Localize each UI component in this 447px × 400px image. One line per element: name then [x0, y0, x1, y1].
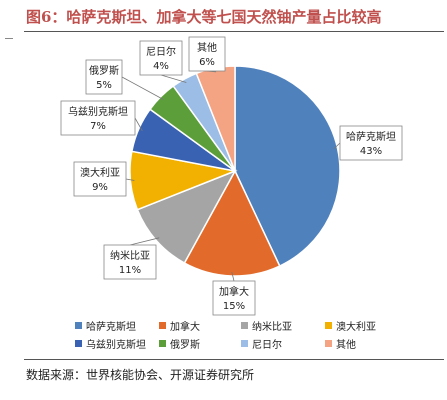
pie-slices [129, 65, 341, 277]
label-box-0 [339, 125, 403, 161]
leader-lines [121, 70, 341, 282]
slice-category-label-5: 俄罗斯 [89, 64, 119, 77]
slice-labels: 哈萨克斯坦 43% 加拿大 15% 纳米比亚 11% 澳大利亚 9% 乌兹别克斯坦 7% 俄罗斯 5%… [60, 36, 403, 316]
legend-item-4: 乌兹别克斯坦 [75, 336, 146, 351]
label-box-4 [60, 100, 136, 136]
slice-value-label-1: 15% [223, 301, 245, 312]
legend-label-6: 尼日尔 [252, 340, 282, 351]
leader-line-4 [134, 117, 143, 132]
legend-label-1: 加拿大 [170, 322, 200, 333]
legend-swatch-7 [325, 340, 332, 347]
pie-chart: 哈萨克斯坦 43% 加拿大 15% 纳米比亚 11% 澳大利亚 9% 乌兹别克斯坦 7% 俄罗斯 5%… [60, 36, 403, 316]
legend-label-0: 哈萨克斯坦 [86, 322, 136, 333]
legend-swatch-1 [159, 322, 166, 329]
slice-category-label-1: 加拿大 [219, 285, 249, 298]
leader-line-5 [121, 76, 164, 100]
slice-category-label-4: 乌兹别克斯坦 [68, 105, 128, 118]
legend-item-5: 俄罗斯 [159, 336, 200, 351]
legend-row-2: 乌兹别克斯坦 俄罗斯 尼日尔 其他 [75, 336, 445, 351]
chart-title: 图6：哈萨克斯坦、加拿大等七国天然铀产量占比较高 [26, 8, 382, 26]
legend-label-2: 纳米比亚 [252, 322, 292, 333]
label-box-2 [103, 244, 157, 280]
leader-line-6 [160, 74, 187, 83]
legend-item-2: 纳米比亚 [241, 318, 292, 333]
leader-line-2 [129, 237, 160, 246]
legend-label-5: 俄罗斯 [170, 340, 200, 351]
legend-swatch-3 [325, 322, 332, 329]
label-box-1 [212, 280, 256, 316]
slice-value-label-7: 6% [199, 57, 215, 68]
label-box-5 [85, 59, 123, 95]
legend-item-3: 澳大利亚 [325, 318, 376, 333]
slice-value-label-3: 9% [92, 182, 108, 193]
slice-category-label-3: 澳大利亚 [80, 166, 120, 179]
legend-label-4: 乌兹别克斯坦 [86, 340, 146, 351]
legend-item-1: 加拿大 [159, 318, 200, 333]
leader-line-1 [231, 271, 235, 282]
pie-slice-0 [234, 65, 341, 268]
pie-slice-1 [183, 169, 281, 277]
slice-value-label-0: 43% [360, 146, 382, 157]
slice-category-label-7: 其他 [197, 41, 217, 54]
title-divider [24, 31, 444, 32]
legend-item-0: 哈萨克斯坦 [75, 318, 136, 333]
leader-line-0 [333, 142, 341, 150]
legend-swatch-6 [241, 340, 248, 347]
pie-slice-2 [136, 169, 237, 265]
slice-category-label-0: 哈萨克斯坦 [346, 130, 396, 143]
legend-item-6: 尼日尔 [241, 336, 282, 351]
slice-value-label-2: 11% [119, 265, 141, 276]
leader-line-3 [125, 178, 135, 181]
legend-swatch-2 [241, 322, 248, 329]
legend-label-7: 其他 [336, 340, 356, 351]
legend-swatch-0 [75, 322, 82, 329]
slice-category-label-2: 纳米比亚 [110, 249, 150, 262]
margin-tick [5, 38, 13, 39]
label-box-7 [188, 36, 226, 72]
slice-value-label-5: 5% [96, 80, 112, 91]
source-divider [24, 359, 444, 360]
legend-item-7: 其他 [325, 336, 356, 351]
legend-swatch-5 [159, 340, 166, 347]
slice-category-label-6: 尼日尔 [146, 45, 176, 58]
label-box-6 [139, 40, 183, 76]
data-source: 数据来源：世界核能协会、开源证券研究所 [26, 368, 255, 382]
slice-value-label-4: 7% [90, 121, 106, 132]
legend-row-1: 哈萨克斯坦 加拿大 纳米比亚 澳大利亚 [75, 318, 445, 333]
slice-value-label-6: 4% [153, 61, 169, 72]
legend-swatch-4 [75, 340, 82, 347]
legend-label-3: 澳大利亚 [336, 322, 376, 333]
label-box-3 [73, 161, 127, 197]
